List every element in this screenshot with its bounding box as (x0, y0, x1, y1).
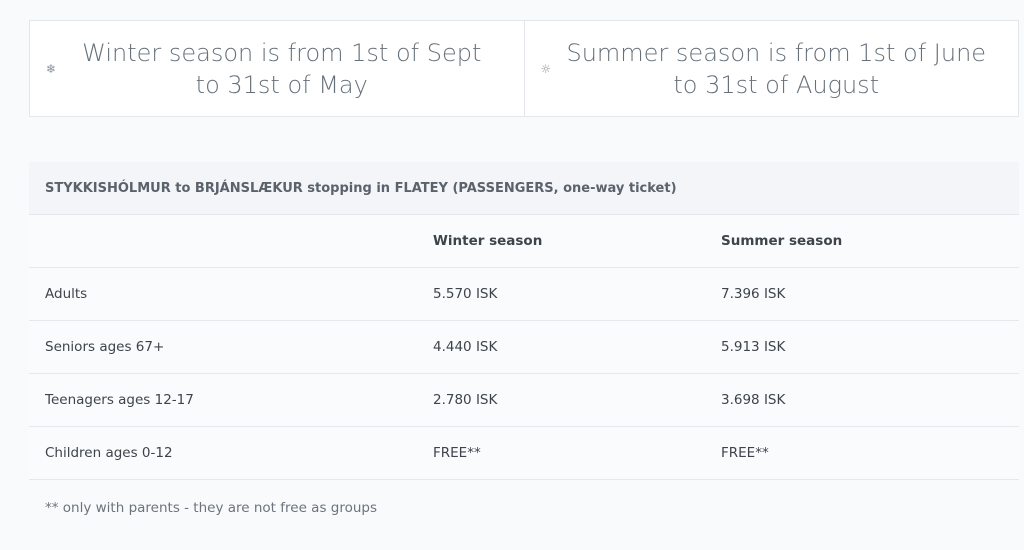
winter-price: 4.440 ISK (433, 339, 498, 355)
summer-price: FREE** (721, 445, 769, 461)
winter-price: FREE** (433, 445, 481, 461)
table-row: Children ages 0-12 FREE** FREE** (29, 427, 1019, 480)
summer-price: 7.396 ISK (721, 286, 786, 302)
passenger-type: Seniors ages 67+ (45, 339, 165, 355)
winter-price: 2.780 ISK (433, 392, 498, 408)
passenger-type: Adults (45, 286, 88, 302)
winter-price: 5.570 ISK (433, 286, 498, 302)
column-header-summer: Summer season (721, 233, 843, 249)
winter-season-text: Winter season is from 1st of Sept to 31s… (82, 38, 482, 99)
passenger-type: Children ages 0-12 (45, 445, 173, 461)
season-info: ❄ Winter season is from 1st of Sept to 3… (29, 20, 1019, 117)
table-header-row: Winter season Summer season (29, 215, 1019, 268)
table-row: Teenagers ages 12-17 2.780 ISK 3.698 ISK (29, 374, 1019, 427)
passenger-type: Teenagers ages 12-17 (45, 392, 194, 408)
table-row: Seniors ages 67+ 4.440 ISK 5.913 ISK (29, 321, 1019, 374)
snowflake-icon: ❄ (46, 61, 57, 76)
winter-season-box: ❄ Winter season is from 1st of Sept to 3… (30, 21, 524, 116)
price-table: STYKKISHÓLMUR to BRJÁNSLÆKUR stopping in… (29, 162, 1019, 536)
column-header-winter: Winter season (433, 233, 543, 249)
summer-price: 3.698 ISK (721, 392, 786, 408)
table-row: Adults 5.570 ISK 7.396 ISK (29, 268, 1019, 321)
summer-price: 5.913 ISK (721, 339, 786, 355)
sun-icon: ☼ (540, 61, 552, 76)
summer-season-text: Summer season is from 1st of June to 31s… (566, 38, 987, 99)
table-title: STYKKISHÓLMUR to BRJÁNSLÆKUR stopping in… (29, 162, 1019, 215)
footnote: ** only with parents - they are not free… (45, 500, 378, 516)
summer-season-box: ☼ Summer season is from 1st of June to 3… (523, 21, 1019, 116)
